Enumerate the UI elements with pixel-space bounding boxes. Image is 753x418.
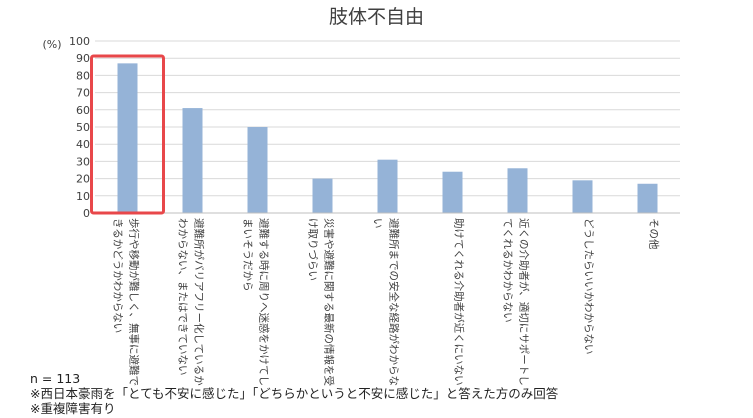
y-tick-label: 0 [83,207,90,220]
x-category-label: 避難所がバリアフリー化しているか [193,218,206,386]
y-tick-label: 60 [76,104,90,117]
x-category-label: 助けてくれる介助者が近くにいない [453,218,466,386]
bar [117,63,138,213]
y-tick-label: 80 [76,69,90,82]
y-tick-label: 50 [76,121,90,134]
notes: n = 113 ※西日本豪雨を「とても不安に感じた」「どちらかというと不安に感じ… [30,371,558,416]
bar [442,171,463,213]
x-category-label: 避難所までの安全な経路がわからな [388,218,401,386]
x-category-label: わからない、またはできていない [177,218,189,376]
x-category-label: い [372,218,384,229]
x-category-label: きるかどうかわからない [112,218,124,333]
bar [247,127,268,213]
x-category-label: 避難する時に周りへ迷惑をかけてし [258,218,271,386]
x-category-label: てくれるかわからない [502,218,514,323]
x-category-label: どうしたらいいかわからない [583,218,595,355]
y-tick-label: 20 [76,173,90,186]
highlight-box [90,54,165,215]
bar [182,108,203,213]
bar [377,159,398,213]
bar [312,178,333,213]
chart-title: 肢体不自由 [328,6,424,28]
y-tick-label: 70 [76,87,90,100]
x-category-label: まいそうだから [242,218,254,292]
bars [117,63,658,213]
y-tick-label: 30 [76,155,90,168]
note-respondents: ※西日本豪雨を「とても不安に感じた」「どちらかというと不安に感じた」と答えた方の… [30,386,559,401]
y-axis-label: (%) [42,38,61,51]
y-axis-ticks: 0 10 20 30 40 50 60 70 80 90 100 [69,35,90,220]
y-tick-label: 40 [76,138,90,151]
y-tick-label: 100 [69,35,90,48]
y-tick-label: 10 [76,190,90,203]
bar [507,168,528,213]
x-category-label: 歩行や移動が難しく、無事に避難で [128,218,141,386]
bar [572,180,593,213]
bar [637,183,658,213]
sample-size: n = 113 [30,371,81,386]
x-category-label: その他 [648,218,661,250]
y-tick-label: 90 [76,52,90,65]
note-multiple-disability: ※重複障害有り [30,401,116,416]
x-category-label: 災害や避難に関する最新の情報を受 [323,218,336,386]
x-category-label: け取りづらい [307,218,319,281]
x-category-label: 近くの介助者が、適切にサポートし [518,218,531,386]
